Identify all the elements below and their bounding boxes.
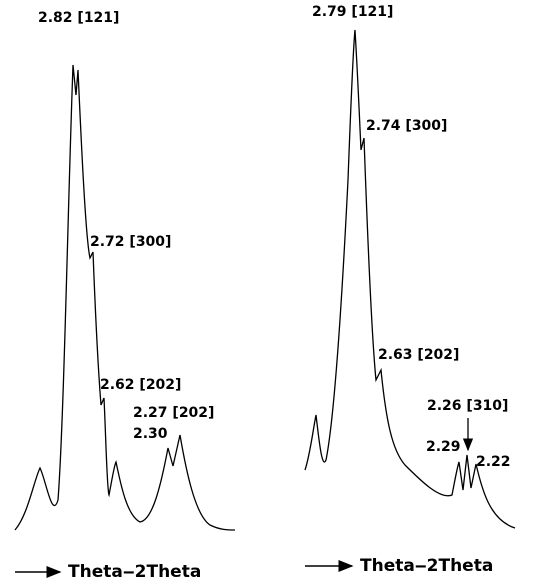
peak-label: 2.22 [476,454,511,470]
peak-label: 2.62 [202] [100,377,181,393]
peak-label: 2.79 [121] [312,4,393,20]
axis-label: Theta‒2Theta [360,556,493,576]
peak-label: 2.27 [202] [133,405,214,421]
peak-label: 2.74 [300] [366,118,447,134]
peak-label: 2.82 [121] [38,10,119,26]
peak-label: 2.72 [300] [90,234,171,250]
peak-label: 2.29 [426,439,461,455]
peak-label: 2.63 [202] [378,347,459,363]
diffraction-trace [14,64,236,531]
peak-label: 2.30 [133,426,168,442]
diffraction-trace [304,29,516,529]
peak-label: 2.26 [310] [427,398,508,414]
axis-label: Theta‒2Theta [68,562,201,582]
